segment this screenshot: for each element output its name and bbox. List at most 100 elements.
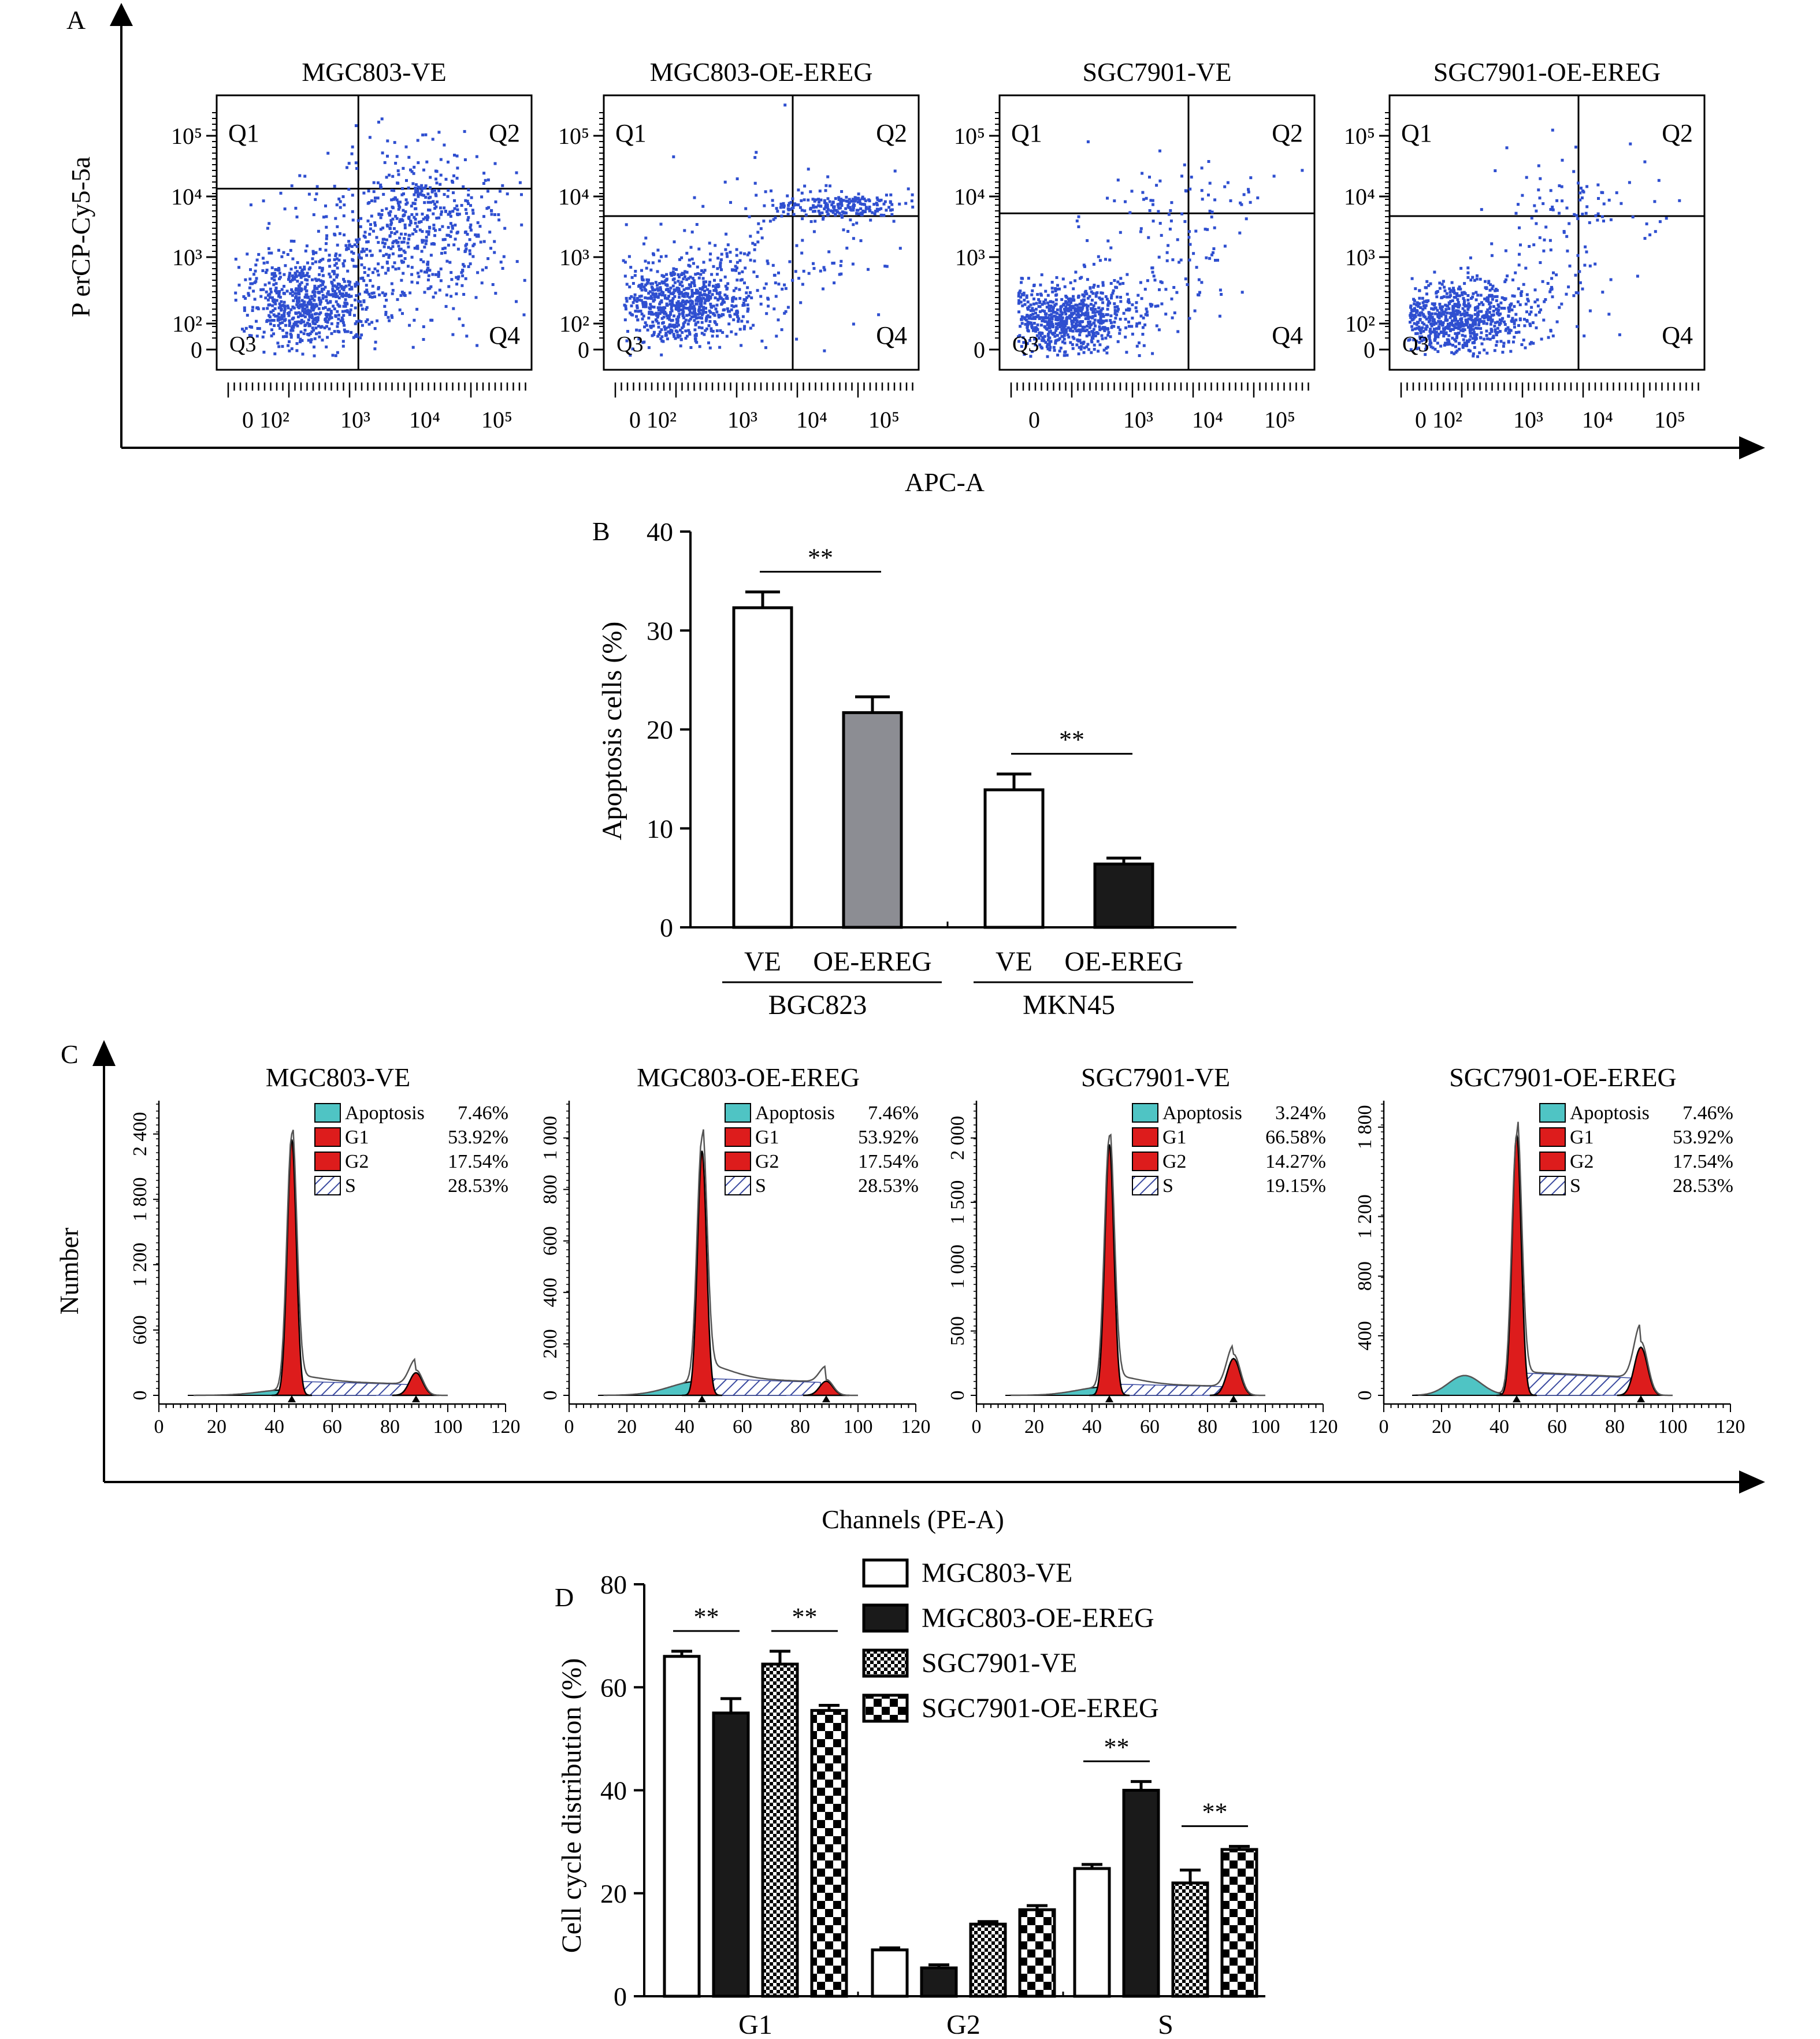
point bbox=[411, 346, 415, 349]
point bbox=[1594, 262, 1597, 266]
point bbox=[743, 252, 746, 255]
point bbox=[1061, 340, 1064, 344]
point bbox=[484, 179, 487, 182]
point bbox=[1492, 310, 1495, 313]
point bbox=[1546, 282, 1550, 285]
point bbox=[1138, 341, 1141, 344]
point bbox=[1151, 270, 1154, 274]
point bbox=[317, 291, 321, 294]
point bbox=[1074, 270, 1078, 274]
point bbox=[658, 293, 661, 296]
point bbox=[283, 307, 287, 311]
point bbox=[286, 253, 289, 256]
point bbox=[277, 312, 281, 315]
point bbox=[427, 208, 430, 211]
point bbox=[261, 257, 265, 260]
point bbox=[1413, 302, 1416, 306]
point bbox=[793, 203, 796, 207]
point bbox=[398, 236, 402, 240]
point bbox=[1101, 327, 1105, 330]
point bbox=[696, 272, 700, 276]
point bbox=[651, 261, 655, 265]
point bbox=[1088, 326, 1091, 329]
point bbox=[1170, 201, 1173, 205]
point bbox=[413, 247, 417, 250]
point bbox=[1459, 329, 1462, 332]
point bbox=[1584, 211, 1588, 215]
point bbox=[1480, 208, 1483, 211]
point bbox=[1068, 328, 1072, 332]
point bbox=[387, 256, 391, 259]
quadrant-q3: Q3 bbox=[229, 332, 256, 356]
point bbox=[254, 269, 257, 273]
scatter-frame bbox=[216, 94, 533, 371]
point bbox=[293, 277, 296, 281]
point bbox=[359, 336, 362, 340]
point bbox=[288, 324, 291, 327]
point bbox=[837, 205, 840, 208]
point bbox=[1030, 293, 1034, 296]
point bbox=[699, 273, 703, 276]
point bbox=[1470, 318, 1473, 322]
point bbox=[1431, 320, 1435, 323]
point bbox=[414, 217, 417, 221]
point bbox=[352, 336, 355, 339]
point bbox=[712, 312, 715, 315]
point bbox=[1022, 293, 1026, 296]
panel-c-xlabel: Channels (PE-A) bbox=[822, 1505, 1004, 1534]
point bbox=[1032, 302, 1035, 306]
point bbox=[734, 269, 738, 272]
point bbox=[822, 287, 824, 291]
y-tick-label: 0 bbox=[660, 913, 673, 942]
point bbox=[1479, 336, 1482, 339]
point bbox=[652, 252, 655, 255]
point bbox=[863, 210, 867, 213]
point bbox=[1442, 335, 1446, 338]
point bbox=[294, 312, 298, 315]
point bbox=[852, 205, 855, 208]
point bbox=[437, 131, 441, 134]
point bbox=[371, 284, 374, 288]
point bbox=[678, 289, 681, 292]
point bbox=[1455, 332, 1459, 336]
point bbox=[1437, 320, 1440, 323]
point bbox=[374, 224, 377, 227]
point bbox=[1115, 313, 1119, 317]
point bbox=[403, 294, 407, 297]
point bbox=[1471, 295, 1474, 299]
point bbox=[1465, 344, 1469, 347]
point bbox=[311, 257, 314, 261]
point bbox=[680, 280, 684, 284]
point bbox=[1078, 333, 1082, 337]
point bbox=[1065, 317, 1068, 320]
point bbox=[437, 275, 440, 278]
point bbox=[354, 322, 357, 325]
point bbox=[1058, 350, 1061, 353]
point bbox=[1414, 287, 1417, 291]
point bbox=[663, 310, 666, 314]
group-label: BGC823 bbox=[768, 990, 867, 1020]
point bbox=[1580, 187, 1583, 190]
point bbox=[1413, 307, 1416, 310]
point bbox=[1145, 310, 1149, 314]
point bbox=[342, 288, 346, 292]
point bbox=[1072, 337, 1076, 340]
point bbox=[1071, 312, 1075, 315]
point bbox=[673, 295, 677, 298]
point bbox=[383, 304, 387, 308]
point bbox=[1068, 315, 1071, 318]
point bbox=[1508, 331, 1511, 335]
point bbox=[722, 298, 725, 301]
point bbox=[318, 273, 321, 276]
point bbox=[855, 209, 859, 212]
point bbox=[781, 287, 784, 291]
point bbox=[486, 178, 490, 181]
point bbox=[1125, 309, 1128, 311]
point bbox=[306, 261, 309, 265]
point bbox=[1212, 251, 1214, 254]
point bbox=[278, 277, 281, 280]
point bbox=[1457, 287, 1460, 291]
point bbox=[1443, 343, 1446, 347]
point bbox=[515, 300, 518, 303]
point bbox=[467, 188, 470, 192]
